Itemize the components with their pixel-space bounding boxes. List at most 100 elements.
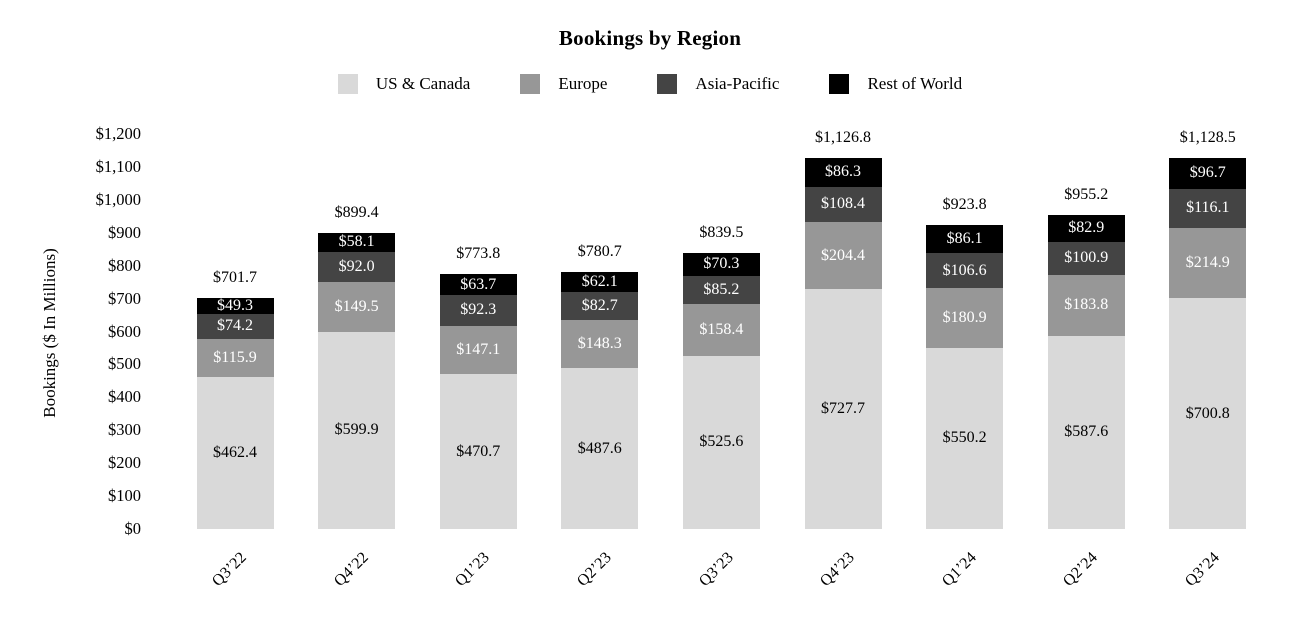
bar-segment-label: $550.2 [942, 429, 987, 447]
bar-segment: $96.7 [1169, 157, 1247, 190]
bar-segment: $85.2 [682, 275, 760, 304]
bar-segment-label: $487.6 [577, 439, 622, 457]
bar-segment-label: $108.4 [821, 195, 865, 213]
bar-segment-label: $82.9 [1068, 219, 1105, 237]
bar-segment-label: $183.8 [1064, 296, 1109, 314]
legend-item: Europe [520, 74, 607, 94]
y-tick-label: $700 [108, 288, 141, 308]
bar-segment: $116.1 [1169, 189, 1247, 228]
bar-segment: $183.8 [1047, 275, 1125, 336]
legend-label: US & Canada [375, 74, 471, 93]
bar-segment-label: $462.4 [213, 443, 257, 461]
y-tick-label: $1,000 [95, 189, 141, 209]
bar-segment: $149.5 [318, 282, 396, 332]
bar-segment: $49.3 [196, 297, 274, 315]
legend-item: US & Canada [337, 74, 471, 94]
y-tick-label: $300 [108, 420, 141, 440]
x-tick-label: Q2’23 [573, 549, 615, 590]
bar-total-label: $780.7 [577, 243, 622, 261]
x-tick-label: Q4’22 [330, 549, 372, 590]
bar-segment-label: $525.6 [699, 433, 744, 451]
bar-segment: $108.4 [804, 186, 882, 223]
legend-swatch [829, 74, 850, 94]
x-tick-label: Q3’23 [695, 549, 737, 590]
bar-segment-label: $158.4 [699, 320, 744, 338]
bar-total-label: $773.8 [456, 245, 501, 263]
bar-segment-label: $70.3 [703, 255, 740, 273]
bar-segment: $86.3 [804, 158, 882, 187]
y-tick-label: $800 [108, 255, 141, 275]
bar-segment-label: $214.9 [1185, 253, 1230, 271]
bar-segment-label: $74.2 [217, 317, 253, 335]
bar-total-label: $1,128.5 [1179, 128, 1236, 146]
bar-segment: $470.7 [439, 374, 517, 529]
bar-total-label: $701.7 [213, 269, 257, 287]
bar-segment-label: $116.1 [1186, 199, 1230, 217]
bar-segment-label: $85.2 [703, 280, 740, 298]
bar-segment: $204.4 [804, 222, 882, 290]
legend-swatch [337, 74, 358, 94]
bar-segment-label: $100.9 [1064, 249, 1109, 267]
bar-total-label: $923.8 [942, 195, 987, 213]
bar-total-label: $1,126.8 [815, 129, 871, 147]
bar-segment-label: $149.5 [334, 297, 379, 315]
bar-segment: $92.0 [318, 252, 396, 283]
bar-segment-label: $115.9 [213, 348, 257, 366]
bar-segment: $550.2 [926, 347, 1004, 529]
legend-label: Asia-Pacific [695, 74, 780, 93]
bar-segment: $525.6 [682, 355, 760, 529]
bar-segment-label: $727.7 [821, 400, 865, 418]
y-tick-label: $600 [108, 321, 141, 341]
bar-segment-label: $63.7 [460, 275, 497, 293]
bar-segment-label: $148.3 [577, 335, 622, 353]
bar-segment: $148.3 [561, 319, 639, 369]
bar-segment: $58.1 [318, 232, 396, 253]
legend-swatch [657, 74, 678, 94]
bar-segment-label: $49.3 [217, 297, 253, 315]
bar-segment-label: $587.6 [1064, 423, 1109, 441]
bar-total-label: $839.5 [699, 223, 744, 241]
legend-item: Asia-Pacific [657, 74, 779, 94]
bar-segment: $62.1 [561, 272, 639, 293]
bar-segment: $74.2 [196, 314, 274, 339]
bar-segment: $115.9 [196, 338, 274, 377]
bar-segment-label: $86.1 [946, 230, 983, 248]
bar-segment: $82.9 [1047, 214, 1125, 242]
x-tick-label: Q1’23 [452, 549, 494, 590]
bar-segment: $92.3 [439, 295, 517, 326]
bar-segment: $462.4 [196, 376, 274, 529]
x-tick-label: Q2’24 [1060, 549, 1102, 590]
bar-segment-label: $92.3 [460, 301, 497, 319]
bar-segment: $100.9 [1047, 241, 1125, 276]
x-tick-label: Q1’24 [938, 549, 980, 590]
bar-segment: $487.6 [561, 368, 639, 529]
y-tick-label: $1,200 [95, 124, 141, 143]
bar-segment-label: $470.7 [456, 442, 501, 460]
bar-segment: $147.1 [439, 325, 517, 375]
legend-label: Europe [558, 74, 608, 93]
bar-segment-label: $92.0 [338, 258, 375, 276]
bar-segment-label: $204.4 [821, 246, 865, 264]
bar-segment-label: $700.8 [1185, 404, 1230, 422]
bar-segment: $599.9 [318, 331, 396, 529]
x-tick-label: Q4’23 [817, 549, 859, 590]
bar-segment: $214.9 [1169, 227, 1247, 299]
bar-segment-label: $147.1 [456, 340, 501, 358]
bar-total-label: $955.2 [1064, 185, 1109, 203]
y-tick-label: $200 [108, 453, 141, 473]
bar-segment-label: $599.9 [334, 421, 379, 439]
chart-title: Bookings by Region [558, 26, 742, 50]
bar-segment: $158.4 [682, 303, 760, 356]
bar-segment: $70.3 [682, 252, 760, 276]
bar-segment-label: $96.7 [1189, 164, 1226, 182]
y-tick-label: $0 [124, 519, 142, 538]
x-tick-label: Q3’22 [209, 549, 251, 590]
legend-label: Rest of World [867, 74, 963, 93]
bar-segment-label: $106.6 [942, 261, 987, 279]
bar-segment-label: $180.9 [942, 309, 987, 327]
bar-segment-label: $82.7 [581, 297, 618, 315]
bar-segment: $727.7 [804, 289, 882, 529]
legend-item: Rest of World [829, 74, 962, 94]
bar-segment: $700.8 [1169, 298, 1247, 529]
